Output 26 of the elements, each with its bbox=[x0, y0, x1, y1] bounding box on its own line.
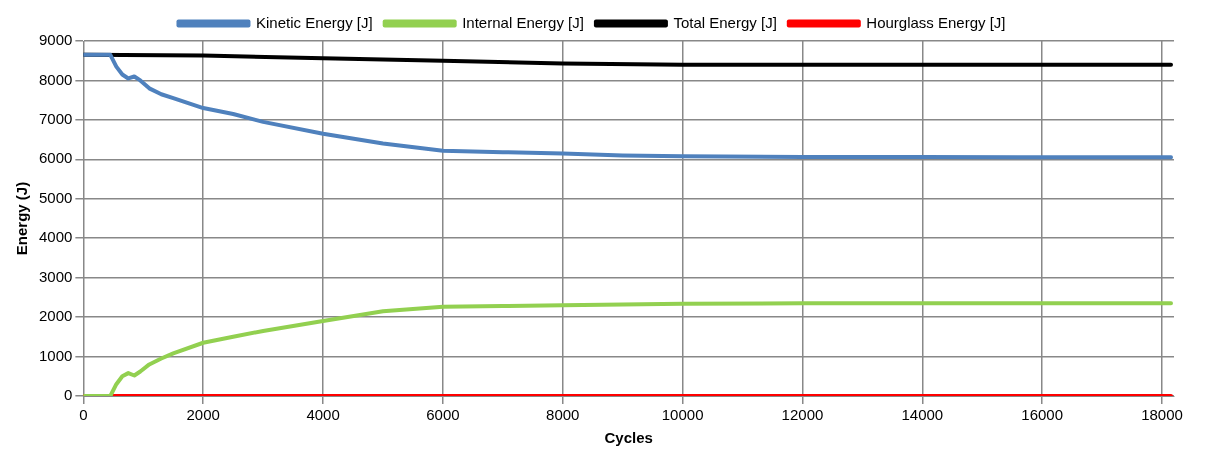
y-tick-label: 6000 bbox=[38, 149, 73, 167]
x-tick-label: 18000 bbox=[1141, 406, 1183, 424]
x-tick-label: 4000 bbox=[306, 406, 340, 424]
y-tick-label: 8000 bbox=[38, 70, 73, 88]
y-tick-label: 9000 bbox=[38, 31, 73, 49]
x-tick-label: 16000 bbox=[1021, 406, 1064, 424]
y-tick-label: 1000 bbox=[38, 346, 73, 364]
x-tick-label: 0 bbox=[79, 406, 88, 424]
legend-label: Hourglass Energy [J] bbox=[866, 13, 1006, 31]
legend-label: Kinetic Energy [J] bbox=[255, 13, 373, 31]
x-tick-label: 2000 bbox=[186, 406, 220, 424]
x-tick-label: 6000 bbox=[426, 406, 460, 424]
y-tick-label: 5000 bbox=[38, 188, 73, 206]
y-tick-label: 4000 bbox=[38, 228, 73, 246]
y-tick-label: 2000 bbox=[38, 307, 73, 325]
x-tick-label: 12000 bbox=[781, 406, 824, 424]
y-axis-title: Energy (J) bbox=[13, 181, 31, 256]
x-tick-label: 10000 bbox=[661, 406, 704, 424]
x-axis-title: Cycles bbox=[604, 429, 653, 447]
y-tick-label: 7000 bbox=[38, 110, 73, 128]
legend-label: Internal Energy [J] bbox=[462, 13, 584, 31]
legend-label: Total Energy [J] bbox=[673, 13, 777, 31]
x-tick-label: 8000 bbox=[546, 406, 580, 424]
x-tick-label: 14000 bbox=[901, 406, 944, 424]
y-tick-label: 0 bbox=[64, 386, 73, 404]
y-tick-label: 3000 bbox=[38, 267, 73, 285]
